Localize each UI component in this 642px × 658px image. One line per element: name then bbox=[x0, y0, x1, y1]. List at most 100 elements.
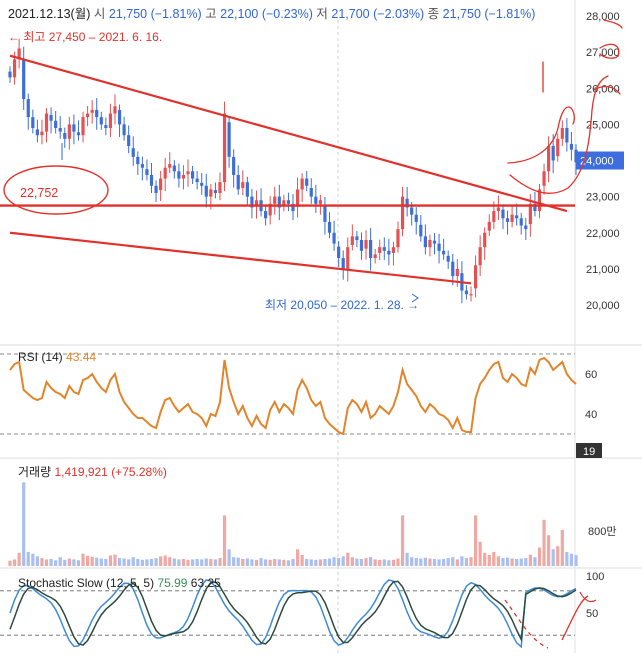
volume-bar bbox=[542, 519, 546, 566]
candle-body bbox=[410, 207, 414, 215]
volume-bar bbox=[149, 558, 154, 566]
candle-body bbox=[419, 224, 423, 237]
rsi-badge bbox=[576, 443, 602, 458]
volume-bar bbox=[254, 559, 259, 566]
candle-body bbox=[40, 131, 44, 136]
volume-bar bbox=[232, 557, 236, 566]
volume-bar bbox=[574, 555, 578, 566]
candle-body bbox=[505, 218, 510, 222]
volume-bar bbox=[387, 560, 391, 566]
candle-body bbox=[177, 171, 181, 179]
close-label: 종 bbox=[427, 7, 440, 21]
candle-body bbox=[537, 189, 542, 212]
volume-bar bbox=[295, 549, 300, 566]
high-annotation: ← 최고 27,450 – 2021. 6. 16. bbox=[8, 30, 163, 44]
candle-body bbox=[556, 138, 560, 157]
volume-bar bbox=[291, 558, 295, 566]
candle-body bbox=[136, 156, 140, 165]
volume-bar bbox=[432, 558, 437, 566]
volume-title: 거래량 1,419,921 (+75.28%) bbox=[18, 463, 167, 480]
volume-bar bbox=[537, 547, 542, 566]
candle-body bbox=[140, 164, 144, 168]
candle-body bbox=[446, 255, 450, 262]
volume-bar bbox=[168, 557, 172, 566]
candle-body bbox=[350, 236, 354, 246]
stoch-k-value: 75.99 bbox=[157, 576, 188, 590]
candle-body bbox=[414, 214, 418, 222]
rsi-tick-label: 60 bbox=[585, 369, 597, 381]
candle-body bbox=[515, 215, 519, 219]
candle-body bbox=[387, 250, 391, 255]
candle-body bbox=[464, 290, 469, 295]
volume-value: 1,419,921 (+75.28%) bbox=[54, 465, 167, 479]
volume-bar bbox=[309, 559, 313, 566]
candle-body bbox=[473, 265, 478, 289]
volume-bar bbox=[469, 557, 473, 566]
volume-bar bbox=[204, 558, 208, 566]
candle-body bbox=[501, 209, 505, 219]
candle-body bbox=[423, 236, 427, 248]
volume-bar bbox=[300, 555, 304, 566]
candle-body bbox=[405, 198, 409, 208]
candle-body bbox=[382, 247, 386, 251]
candle-body bbox=[432, 240, 437, 244]
candle-body bbox=[145, 169, 149, 175]
volume-bar bbox=[72, 559, 76, 566]
candle-body bbox=[355, 236, 359, 240]
ink-mark-26k bbox=[593, 85, 621, 95]
candle-body bbox=[391, 247, 396, 253]
volume-bar bbox=[95, 557, 99, 566]
volume-bar bbox=[159, 556, 163, 566]
candle-body bbox=[300, 178, 304, 190]
volume-bar bbox=[405, 552, 409, 566]
candle-body bbox=[565, 127, 569, 143]
volume-bar bbox=[85, 555, 90, 566]
candle-body bbox=[245, 182, 249, 197]
volume-bar bbox=[359, 558, 364, 566]
candle-body bbox=[8, 71, 12, 78]
candle-body bbox=[222, 113, 227, 183]
volume-bar bbox=[442, 558, 446, 566]
header-date: 2021.12.13(월) bbox=[8, 7, 91, 21]
volume-bar bbox=[327, 558, 332, 566]
candle-body bbox=[400, 196, 405, 230]
candle-body bbox=[282, 200, 286, 207]
candle-body bbox=[122, 124, 126, 136]
price-tick-label: 28,000 bbox=[586, 11, 620, 23]
candle-body bbox=[209, 189, 213, 197]
volume-bar bbox=[108, 555, 113, 566]
volume-bar bbox=[113, 554, 117, 566]
volume-bar bbox=[473, 515, 478, 566]
volume-bar bbox=[63, 559, 67, 566]
volume-bar bbox=[337, 558, 341, 566]
candle-body bbox=[172, 165, 176, 172]
volume-bar bbox=[264, 559, 268, 566]
candle-body bbox=[346, 247, 350, 269]
volume-bar bbox=[501, 558, 505, 566]
candle-body bbox=[547, 146, 551, 172]
volume-bar bbox=[556, 546, 560, 566]
volume-bar bbox=[460, 556, 464, 566]
stoch-label: Stochastic Slow (12, 5, 5) bbox=[18, 576, 155, 590]
volume-bar bbox=[346, 552, 350, 566]
candle-body bbox=[309, 187, 313, 197]
rsi-tick-label: 40 bbox=[585, 409, 597, 421]
volume-bar bbox=[54, 560, 58, 566]
price-tick-label: 22,000 bbox=[586, 228, 620, 240]
stoch-tick-label: 50 bbox=[586, 608, 598, 620]
volume-bar bbox=[273, 558, 277, 566]
volume-bar bbox=[218, 558, 222, 566]
volume-bar bbox=[127, 559, 131, 566]
candle-body bbox=[186, 171, 190, 175]
volume-bar bbox=[451, 557, 455, 566]
stoch-projection-down bbox=[504, 599, 549, 649]
candle-body bbox=[90, 109, 94, 113]
candle-body bbox=[195, 178, 199, 183]
candle-body bbox=[496, 207, 501, 212]
volume-bar bbox=[277, 559, 281, 566]
volume-bar bbox=[510, 558, 514, 566]
candle-body bbox=[241, 182, 245, 188]
candle-body bbox=[181, 174, 186, 179]
candle-body bbox=[569, 143, 574, 150]
volume-bar bbox=[268, 559, 272, 566]
